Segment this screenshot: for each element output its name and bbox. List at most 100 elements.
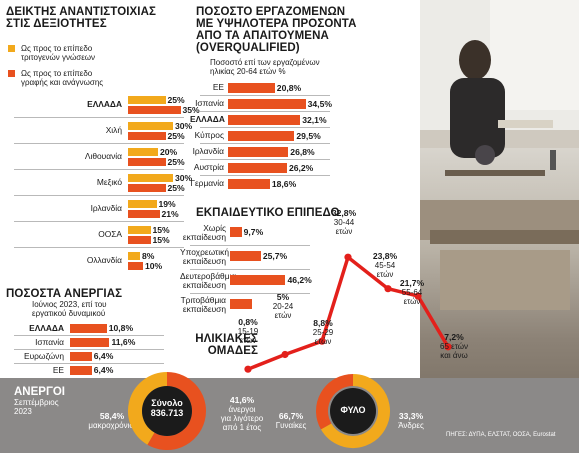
age-value-label: 0,8%: [238, 317, 258, 327]
bar: [128, 262, 143, 270]
bar: [128, 236, 151, 244]
row-divider: [14, 247, 184, 248]
category-label: ΕΛΛΑΔΑ: [29, 323, 64, 333]
bar-value-label: 25,7%: [262, 250, 288, 261]
long-term-pct: 58,4%: [99, 411, 125, 421]
row-divider: [14, 363, 164, 364]
bar-value-label: 6,4%: [93, 351, 114, 361]
category-label: Ιρλανδία: [90, 203, 122, 213]
men-pct: 33,3%: [398, 411, 424, 421]
short-term-line1: άνεργοι: [228, 405, 256, 414]
category-label: Γερμανία: [190, 178, 224, 188]
age-data-point: [318, 337, 326, 345]
gender-donut: [316, 374, 390, 448]
bar-value-label: 35%: [182, 104, 200, 115]
age-value-label: 21,7%: [400, 278, 425, 288]
unemployment-title-line: ΠΟΣΟΣΤΑ ΑΝΕΡΓΙΑΣ: [6, 288, 123, 300]
category-label-line: εκπαίδευση: [182, 232, 226, 242]
bar-value-label: 20,8%: [276, 82, 302, 93]
bar: [128, 122, 173, 130]
men-label: 33,3% Άνδρες: [386, 411, 436, 431]
legend-literacy-line1: Ως προς το επίπεδο: [21, 69, 93, 78]
age-range-label: ετών: [275, 311, 292, 320]
bar: [228, 99, 306, 109]
education-title: ΕΚΠΑΙΔΕΥΤΙΚΟ ΕΠΙΠΕΔΟ: [196, 207, 396, 219]
row-divider: [200, 95, 330, 96]
category-label: Ευρωζώνη: [24, 351, 64, 361]
overqualified-title-line2: ΜΕ ΥΨΗΛΟΤΕΡΑ ΠΡΟΣΟΝΤΑ: [196, 18, 357, 30]
category-label: Ισπανία: [195, 98, 224, 108]
education-chart: Χωρίς εκπαίδευση 9,7% Υποχρεωτική εκπαίδευση…: [180, 222, 420, 318]
row-divider: [190, 269, 310, 270]
bar: [228, 163, 287, 173]
category-label-line: Τριτοβάθμια: [180, 295, 226, 305]
gender-center: ΦΥΛΟ: [330, 388, 376, 434]
age-data-point: [281, 350, 289, 359]
long-term-label: 58,4% μακροχρόνιοι: [80, 411, 144, 431]
category-label-line: εκπαίδευση: [182, 304, 226, 314]
age-range-label: 45-54: [375, 261, 396, 270]
unemployed-title-main: ΑΝΕΡΓΟΙ: [14, 386, 66, 398]
age-range-label: ετών: [315, 337, 332, 346]
age-range-label: 55-64: [402, 288, 423, 297]
legend-label-literacy: Ως προς το επίπεδο γραφής και ανάγνωσης: [21, 69, 103, 87]
bar-value-label: 32,1%: [302, 114, 327, 125]
category-label: Τριτοβάθμια εκπαίδευση: [180, 296, 226, 314]
bar-value-label: 11,6%: [111, 337, 136, 347]
unemployment-subtitle-line1: Ιούνιος 2023, επί του: [32, 300, 107, 309]
bar-value-label: 30%: [175, 120, 193, 131]
overqualified-title: ΠΟΣΟΣΤΟ ΕΡΓΑΖΟΜΕΝΩΝ ΜΕ ΥΨΗΛΟΤΕΡΑ ΠΡΟΣΟΝΤ…: [196, 6, 416, 54]
bar: [230, 275, 286, 285]
donut-slice: [320, 374, 390, 448]
category-label: Χιλή: [105, 125, 122, 135]
bar-value-label: 8%: [142, 250, 155, 261]
age-data-point: [414, 292, 422, 300]
women-label: 66,7% Γυναίκες: [266, 411, 316, 431]
age-value-label: 5%: [277, 292, 290, 302]
category-label: ΕΛΛΑΔΑ: [190, 114, 225, 124]
category-label: ΕΕ: [52, 365, 64, 375]
overqualified-subtitle-line2: ηλικίας 20-64 ετών %: [210, 67, 286, 76]
bar: [230, 299, 253, 309]
bar-value-label: 25%: [167, 182, 185, 193]
category-label: ΕΛΛΑΔΑ: [87, 99, 122, 109]
age-range-label: ετών: [240, 336, 257, 345]
overqualified-title-line3: ΑΠΟ ΤΑ ΑΠΑΙΤΟΥΜΕΝΑ: [196, 30, 329, 42]
category-label: ΟΟΣΑ: [98, 229, 122, 239]
indices-title: ΔΕΙΚΤΗΣ ΑΝΑΝΤΙΣΤΟΙΧΙΑΣ ΣΤΙΣ ΔΕΞΙΟΤΗΤΕΣ: [6, 6, 206, 30]
bar-value-label: 20%: [160, 146, 178, 157]
bar: [128, 96, 166, 104]
unemployed-title: ΑΝΕΡΓΟΙ Σεπτέμβριος 2023: [14, 386, 104, 416]
bar: [128, 132, 166, 140]
bar: [70, 352, 92, 361]
bar-value-label: 25%: [167, 94, 185, 105]
unemployment-subtitle-line2: εργατικού δυναμικού: [32, 309, 106, 318]
donut-slice: [128, 372, 168, 445]
bar-value-label: 15%: [152, 234, 170, 245]
overqualified-title-line4: (OVERQUALIFIED): [196, 42, 300, 54]
background-photo: [420, 0, 579, 453]
bar-value-label: 26,8%: [290, 146, 315, 157]
donut-slice: [147, 372, 206, 450]
age-data-point: [244, 365, 252, 373]
age-data-point: [344, 253, 352, 261]
legend-swatch-red: [8, 70, 15, 77]
bar-value-label: 30%: [175, 172, 193, 183]
women-pct: 66,7%: [278, 411, 304, 421]
bar-value-label: 46,2%: [287, 274, 312, 285]
age-data-point: [444, 343, 452, 351]
category-label: Λιθουανία: [84, 151, 122, 161]
bar: [128, 174, 173, 182]
row-divider: [200, 127, 330, 128]
bar: [128, 210, 160, 218]
overqualified-subtitle: Ποσοστό επί των εργαζομένων ηλικίας 20-6…: [210, 58, 390, 76]
bar: [128, 252, 140, 260]
bar-value-label: 19%: [158, 198, 176, 209]
bar-value-label: 29,5%: [296, 130, 321, 141]
category-label: Δευτεροβάθμια εκπαίδευση: [180, 272, 236, 290]
category-label: Μεξικό: [96, 177, 122, 187]
category-label-line: εκπαίδευση: [182, 256, 226, 266]
bar-value-label: 15%: [152, 224, 170, 235]
age-data-point: [384, 285, 392, 293]
age-range-label: ετών: [377, 270, 394, 279]
